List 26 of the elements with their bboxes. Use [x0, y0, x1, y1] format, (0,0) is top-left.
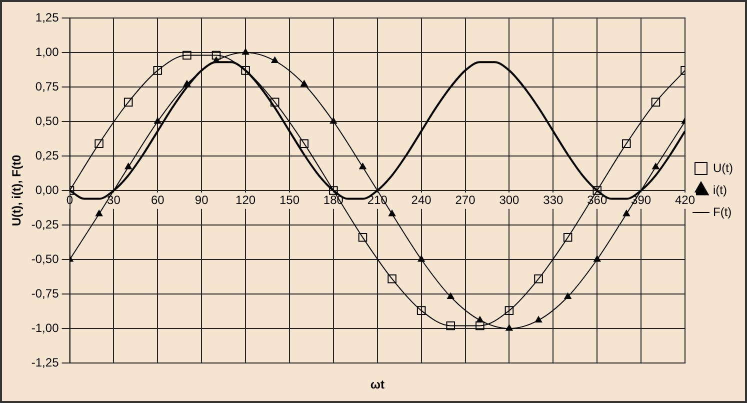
x-tick-label: 150 — [279, 193, 300, 208]
y-tick-label: -0,50 — [31, 252, 60, 266]
legend-label: U(t) — [713, 160, 734, 175]
legend-label: i(t) — [713, 182, 728, 197]
y-tick-label: 1,00 — [35, 44, 60, 59]
y-tick-label: 0,50 — [35, 114, 60, 128]
x-tick-label: 60 — [150, 193, 165, 208]
x-tick-label: 270 — [455, 193, 476, 208]
y-tick-label: 0,75 — [35, 79, 60, 94]
y-tick-label: 0,00 — [35, 182, 60, 197]
x-tick-label: 240 — [411, 193, 432, 208]
y-tick-label: -0,25 — [31, 217, 60, 232]
y-tick-label: -1,00 — [31, 320, 60, 335]
x-tick-label: 420 — [674, 193, 696, 208]
y-tick-label: -0,75 — [31, 286, 60, 300]
legend-label: F(t) — [713, 204, 732, 219]
x-tick-label: 330 — [543, 193, 564, 208]
y-tick-label: 1,25 — [35, 10, 60, 24]
y-axis-title: U(t), i(t), F(t0 — [10, 154, 24, 226]
x-tick-label: 300 — [499, 193, 520, 208]
x-tick-label: 120 — [236, 193, 256, 208]
x-tick-label: 30 — [107, 193, 121, 208]
y-tick-label: 0,25 — [35, 148, 60, 162]
y-tick-label: -1,25 — [31, 355, 60, 370]
x-axis-title: ωt — [370, 377, 384, 392]
x-tick-label: 90 — [194, 193, 209, 208]
